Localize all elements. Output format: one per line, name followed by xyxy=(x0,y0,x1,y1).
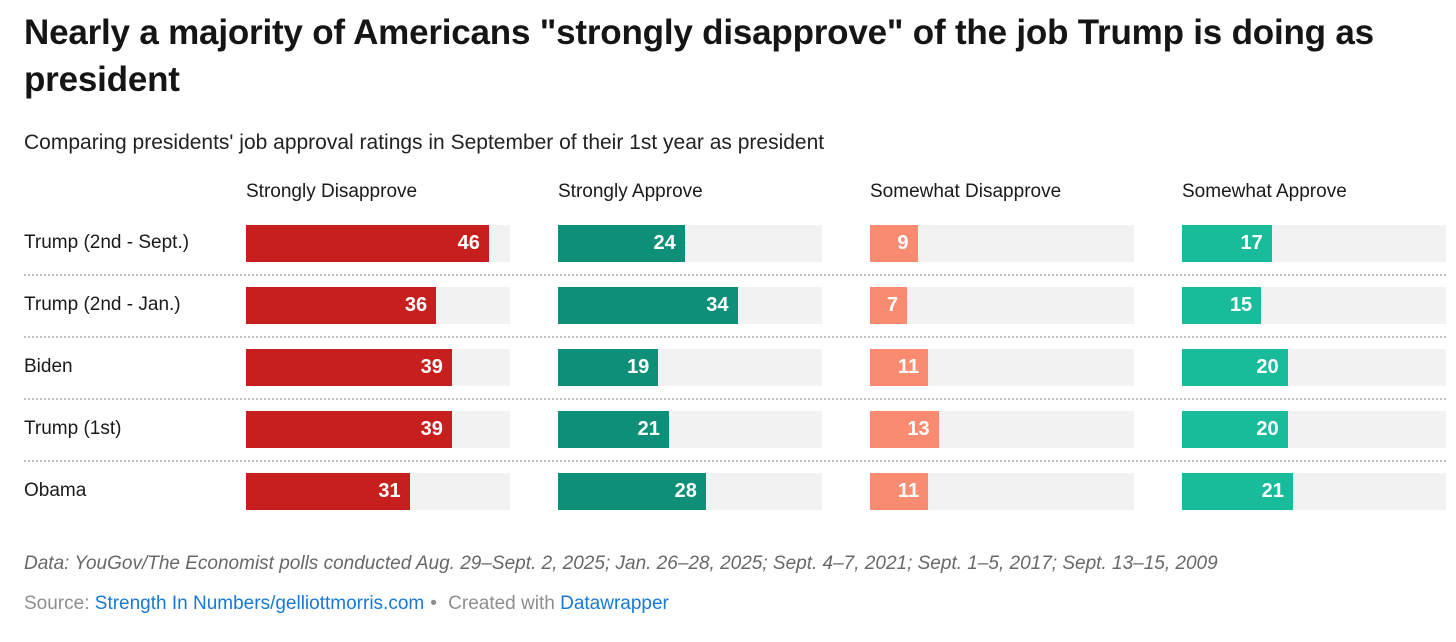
bar-track: 13 xyxy=(870,410,1134,448)
bar: 19 xyxy=(558,348,659,386)
bar-value-label: 19 xyxy=(627,355,650,378)
bar: 46 xyxy=(246,224,489,262)
bar-value-label: 20 xyxy=(1256,417,1279,440)
bar: 31 xyxy=(246,472,410,510)
bar-track: 21 xyxy=(1182,472,1446,510)
bar-value-label: 9 xyxy=(897,231,909,254)
bar: 36 xyxy=(246,286,437,324)
source-label: Source: xyxy=(24,593,95,615)
bar-value-label: 34 xyxy=(706,293,729,316)
bar-track: 39 xyxy=(246,348,510,386)
bar-track: 20 xyxy=(1182,410,1446,448)
bar: 21 xyxy=(558,410,669,448)
bar: 39 xyxy=(246,410,452,448)
bar-value-label: 31 xyxy=(378,479,401,502)
column-header-strongly-disapprove: Strongly Disapprove xyxy=(246,180,418,202)
bar-track: 31 xyxy=(246,472,510,510)
bar-value-label: 11 xyxy=(897,355,920,378)
bar: 21 xyxy=(1182,472,1293,510)
bar-value-label: 15 xyxy=(1229,293,1253,316)
data-note: Data: YouGov/The Economist polls conduct… xyxy=(24,552,1218,574)
row-label: Biden xyxy=(24,356,73,378)
bar-value-label: 39 xyxy=(420,417,443,440)
bar: 34 xyxy=(558,286,738,324)
source-line: Source: Strength In Numbers/gelliottmorr… xyxy=(24,593,1446,615)
bar: 24 xyxy=(558,224,685,262)
bar-track: 34 xyxy=(558,286,822,324)
bar-track: 36 xyxy=(246,286,510,324)
bar: 15 xyxy=(1182,286,1262,324)
column-header-somewhat-disapprove: Somewhat Disapprove xyxy=(870,180,1062,202)
bar-value-label: 46 xyxy=(457,231,480,254)
bar-track: 39 xyxy=(246,410,510,448)
row-label: Obama xyxy=(24,480,87,502)
bar-value-label: 20 xyxy=(1256,355,1279,378)
bar: 9 xyxy=(870,224,918,262)
bar: 13 xyxy=(870,410,939,448)
table-row: Obama 31 28 11 21 xyxy=(24,459,1446,522)
bar: 7 xyxy=(870,286,907,324)
separator-dot: • xyxy=(430,593,437,615)
bar-track: 21 xyxy=(558,410,822,448)
table-row: Trump (2nd - Jan.) 36 34 7 15 xyxy=(24,273,1446,336)
created-with-label: Created with xyxy=(442,593,561,615)
bar-value-label: 21 xyxy=(1261,479,1284,502)
row-label: Trump (2nd - Jan.) xyxy=(24,294,181,316)
table-row: Trump (1st) 39 21 13 20 xyxy=(24,397,1446,460)
bar-track: 17 xyxy=(1182,224,1446,262)
bar: 28 xyxy=(558,472,706,510)
bar-track: 24 xyxy=(558,224,822,262)
bar: 20 xyxy=(1182,348,1288,386)
bar-track: 28 xyxy=(558,472,822,510)
column-header-somewhat-approve: Somewhat Approve xyxy=(1182,180,1347,202)
bar-track: 15 xyxy=(1182,286,1446,324)
bar-track: 11 xyxy=(870,348,1134,386)
bar-track: 19 xyxy=(558,348,822,386)
bar-value-label: 24 xyxy=(653,231,676,254)
bar-track: 9 xyxy=(870,224,1134,262)
table-row: Biden 39 19 11 20 xyxy=(24,335,1446,398)
bar-value-label: 17 xyxy=(1240,231,1263,254)
bar-rows: Trump (2nd - Sept.) 46 24 9 17 Trump (2nd - J… xyxy=(24,214,1446,522)
bar-track: 11 xyxy=(870,472,1134,510)
bar-value-label: 21 xyxy=(637,417,660,440)
bar-track: 7 xyxy=(870,286,1134,324)
column-header-strongly-approve: Strongly Approve xyxy=(558,180,703,202)
bar-value-label: 13 xyxy=(907,417,930,440)
row-label: Trump (1st) xyxy=(24,418,122,440)
table-row: Trump (2nd - Sept.) 46 24 9 17 xyxy=(24,214,1446,274)
bar: 17 xyxy=(1182,224,1272,262)
bar-value-label: 39 xyxy=(420,355,443,378)
column-headers: Strongly Disapprove Strongly Approve Som… xyxy=(24,181,1446,214)
chart-title: Nearly a majority of Americans "strongly… xyxy=(24,13,1374,99)
bar-value-label: 36 xyxy=(404,293,428,316)
bar: 11 xyxy=(870,472,929,510)
row-label: Trump (2nd - Sept.) xyxy=(24,232,190,254)
datawrapper-link[interactable]: Datawrapper xyxy=(560,593,669,615)
bar-value-label: 28 xyxy=(674,479,697,502)
bar-value-label: 11 xyxy=(897,479,920,502)
bar: 39 xyxy=(246,348,452,386)
bar-value-label: 7 xyxy=(886,293,898,316)
chart-subtitle: Comparing presidents' job approval ratin… xyxy=(24,130,825,154)
source-link[interactable]: Strength In Numbers/gelliottmorris.com xyxy=(94,593,425,615)
bar: 11 xyxy=(870,348,929,386)
bar-track: 20 xyxy=(1182,348,1446,386)
bar: 20 xyxy=(1182,410,1288,448)
bar-track: 46 xyxy=(246,224,510,262)
